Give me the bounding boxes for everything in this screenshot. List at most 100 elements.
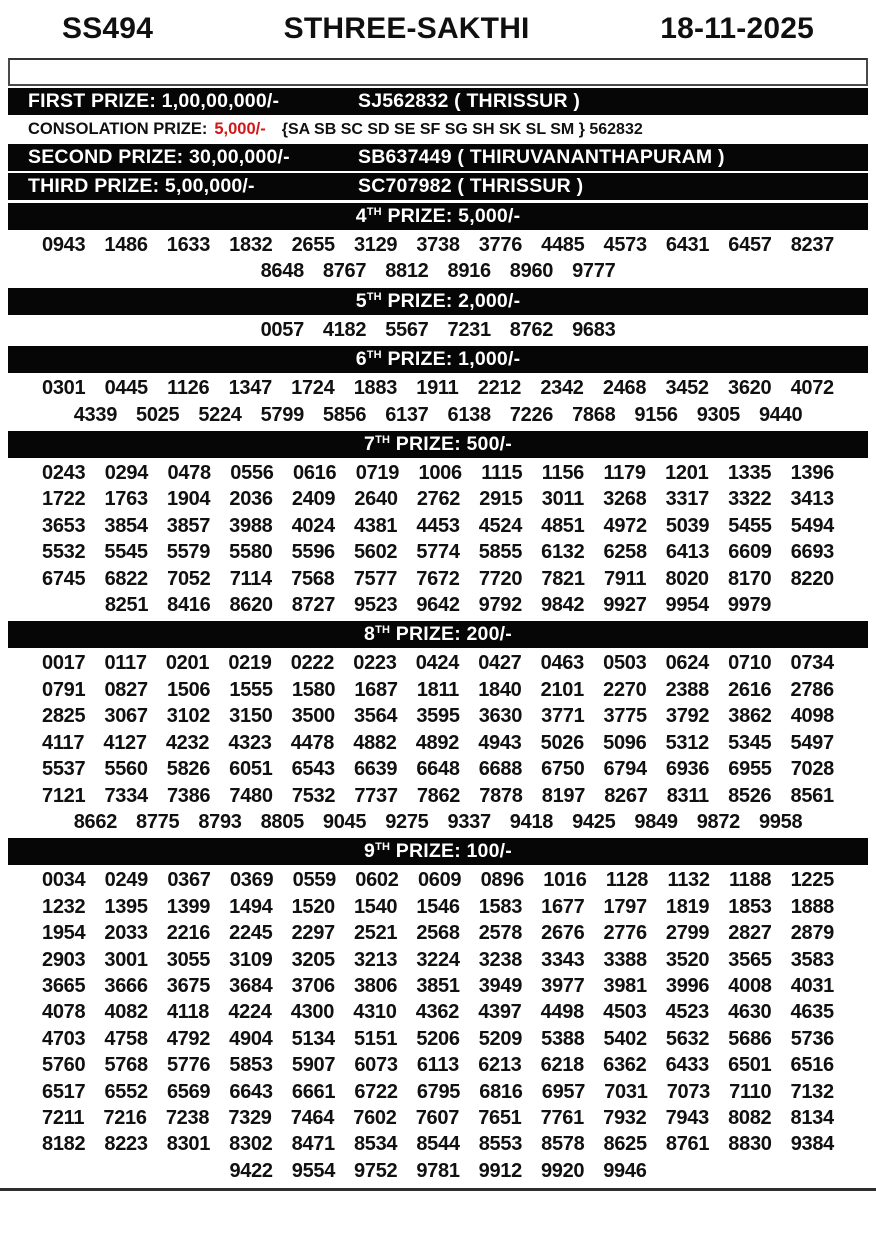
- winning-number: 2640: [354, 488, 398, 511]
- first-prize-bar: FIRST PRIZE: 1,00,00,000/- SJ562832 ( TH…: [8, 88, 868, 115]
- winning-number: 3775: [603, 705, 648, 728]
- winning-number: 0896: [480, 869, 525, 892]
- winning-number: 7862: [416, 784, 461, 807]
- winning-number: 2216: [166, 922, 211, 945]
- winning-number: 2903: [42, 948, 86, 971]
- winning-number: 0294: [104, 462, 149, 485]
- winning-number: 3452: [665, 377, 709, 400]
- winning-number: 7329: [228, 1106, 272, 1129]
- winning-number: 5826: [166, 758, 211, 781]
- prize-section-title: 8 TH PRIZE: 200/-: [8, 621, 868, 649]
- winning-number: 8526: [728, 784, 772, 807]
- winning-number: 7932: [603, 1106, 647, 1129]
- winning-number: 7720: [478, 567, 523, 590]
- winning-number: 0223: [353, 652, 397, 675]
- winning-number: 9979: [727, 594, 772, 617]
- winning-number: 0609: [417, 869, 462, 892]
- winning-number: 6132: [541, 541, 585, 564]
- winning-number: 4524: [478, 514, 523, 537]
- winning-number: 5776: [166, 1054, 211, 1077]
- winning-number: 4098: [790, 705, 835, 728]
- winning-number: 1724: [291, 377, 335, 400]
- winning-number: 8553: [478, 1133, 523, 1156]
- winning-number: 3317: [665, 488, 710, 511]
- winning-number: 2409: [291, 488, 336, 511]
- winning-number: 1555: [229, 678, 273, 701]
- winning-number: 3322: [728, 488, 772, 511]
- winning-number: 5402: [603, 1027, 648, 1050]
- second-prize-label: SECOND PRIZE: 30,00,000/-: [28, 146, 290, 168]
- winning-number: 0463: [540, 652, 585, 675]
- winning-number: 1546: [416, 895, 460, 918]
- winning-number: 1811: [416, 678, 460, 701]
- winning-number: 5560: [104, 758, 148, 781]
- winning-number: 8830: [728, 1133, 772, 1156]
- winning-number: 6794: [603, 758, 648, 781]
- winning-number: 1888: [790, 895, 835, 918]
- winning-number: 1016: [543, 869, 587, 892]
- winning-number: 8237: [790, 234, 835, 256]
- winning-number: 6362: [603, 1054, 647, 1077]
- winning-number: 1128: [605, 869, 649, 892]
- winning-number: 1763: [104, 488, 148, 511]
- winning-number: 4851: [541, 514, 585, 537]
- winning-number: 8220: [790, 567, 835, 590]
- winning-number: 5026: [540, 731, 585, 754]
- winning-number: 9954: [665, 594, 710, 617]
- winning-number: 6750: [541, 758, 585, 781]
- winning-number: 4485: [541, 234, 585, 256]
- winning-number: 4127: [103, 731, 147, 754]
- winning-number: 0424: [415, 652, 460, 675]
- winning-number: 3988: [229, 514, 273, 537]
- winning-number: 0427: [478, 652, 522, 675]
- winning-number: 2212: [477, 377, 522, 400]
- winning-number: 9849: [634, 810, 678, 833]
- winning-number: 0117: [104, 652, 147, 675]
- winning-number: 5736: [790, 1027, 835, 1050]
- winning-number: 0369: [229, 869, 274, 892]
- winning-number: 9418: [509, 810, 554, 833]
- winning-number: 3862: [728, 705, 772, 728]
- winning-number: 3771: [541, 705, 585, 728]
- winning-number: 4117: [42, 731, 85, 754]
- winning-numbers-row: 8662 8775 8793 8805 9045 9275 9337 9418 9425 9849…: [0, 809, 876, 835]
- winning-number: 1396: [790, 462, 835, 485]
- winning-number: 9523: [354, 594, 398, 617]
- winning-number: 6955: [728, 758, 772, 781]
- winning-number: 6795: [416, 1080, 461, 1103]
- winning-number: 3520: [665, 948, 710, 971]
- winning-number: 1006: [418, 462, 463, 485]
- winning-number: 6688: [478, 758, 523, 781]
- winning-number: 7577: [353, 567, 398, 590]
- winning-number: 4224: [228, 1001, 272, 1024]
- third-prize-label: THIRD PRIZE: 5,00,000/-: [28, 175, 255, 197]
- winning-number: 9912: [478, 1159, 523, 1182]
- winning-number: 7211: [42, 1106, 85, 1129]
- winning-number: 7464: [290, 1106, 335, 1129]
- winning-number: 7386: [166, 784, 211, 807]
- winning-number: 3388: [603, 948, 648, 971]
- winning-number: 4904: [229, 1027, 273, 1050]
- prize-section-title: 6 TH PRIZE: 1,000/-: [8, 346, 868, 374]
- winning-number: 9872: [696, 810, 741, 833]
- bottom-divider: [0, 1188, 876, 1192]
- winning-number: 7480: [229, 784, 273, 807]
- winning-number: 3854: [104, 514, 148, 537]
- winning-number: 5768: [104, 1054, 148, 1077]
- winning-number: 4072: [790, 377, 835, 400]
- winning-number: 8916: [447, 260, 492, 283]
- winning-number: 3413: [790, 488, 835, 511]
- winning-number: 7943: [665, 1106, 710, 1129]
- winning-number: 0222: [290, 652, 335, 675]
- winning-number: 8812: [385, 260, 429, 283]
- first-prize-label: FIRST PRIZE: 1,00,00,000/-: [28, 90, 280, 112]
- winning-number: 7334: [104, 784, 148, 807]
- winning-number: 8471: [291, 1133, 336, 1156]
- winning-number: 6552: [104, 1080, 148, 1103]
- winning-numbers-row: 4078 4082 4118 4224 4300 4310 4362 4397 4498 4503…: [0, 999, 876, 1025]
- winning-number: 5760: [42, 1054, 86, 1077]
- winning-number: 8578: [541, 1133, 585, 1156]
- winning-number: 1225: [790, 869, 835, 892]
- winning-numbers-row: 4117 4127 4232 4323 4478 4882 4892 4943 5026 5096…: [0, 730, 876, 756]
- winning-numbers-row: 5537 5560 5826 6051 6543 6639 6648 6688 6750 6794…: [0, 756, 876, 782]
